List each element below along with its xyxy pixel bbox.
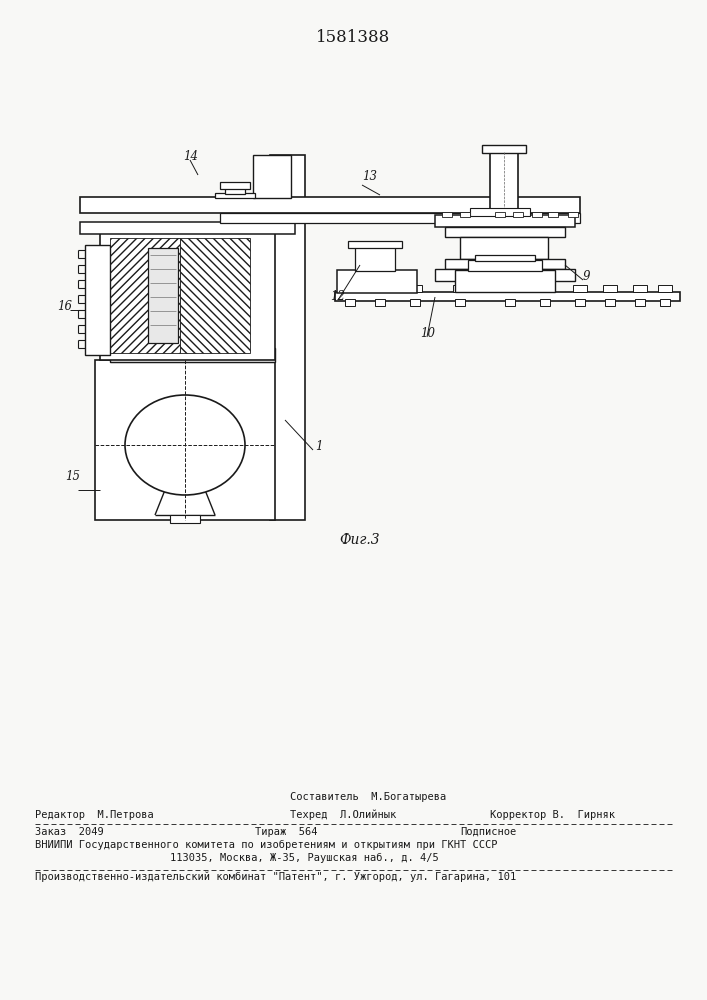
Bar [573,285,587,292]
Bar [658,285,672,292]
Text: Техред  Л.Олийнык: Техред Л.Олийнык [290,810,396,820]
Bar [460,212,470,217]
Text: Корректор В.  Гирняк: Корректор В. Гирняк [490,810,615,820]
Text: 14: 14 [183,150,198,163]
Bar [513,212,523,217]
Bar [453,285,467,292]
Bar [603,285,617,292]
Text: ВНИИПИ Государственного комитета по изобретениям и открытиям при ГКНТ СССР: ВНИИПИ Государственного комитета по изоб… [35,840,498,850]
Bar [253,155,291,198]
Bar [635,299,645,306]
Bar [482,145,526,153]
Text: 16: 16 [57,300,72,313]
Bar [110,348,275,362]
Bar [633,285,647,292]
Bar [445,259,565,269]
Text: 1581388: 1581388 [316,29,390,46]
Bar [180,238,250,353]
Bar [442,212,452,217]
Bar [348,241,402,248]
Bar [548,212,558,217]
Text: Заказ  2049: Заказ 2049 [35,827,104,837]
Ellipse shape [125,395,245,495]
Bar [605,299,615,306]
Bar [495,212,505,217]
Bar [345,299,355,306]
Bar [660,299,670,306]
Bar [373,285,387,292]
Bar [435,215,575,227]
Bar [220,182,250,189]
Bar [220,213,580,223]
Text: 13: 13 [362,170,377,183]
Bar [460,237,548,259]
Bar [337,270,417,293]
Bar [110,238,180,353]
Text: Редактор  М.Петрова: Редактор М.Петрова [35,810,153,820]
Bar [455,299,465,306]
Bar [468,260,542,271]
Text: Подписное: Подписное [460,827,516,837]
Text: 9: 9 [583,270,590,283]
Text: Тираж  564: Тираж 564 [255,827,317,837]
Bar [503,285,517,292]
Bar [335,292,680,301]
Bar [80,222,295,234]
Text: 113035, Москва, Ж-35, Раушская наб., д. 4/5: 113035, Москва, Ж-35, Раушская наб., д. … [170,853,439,863]
Bar [505,299,515,306]
Bar [445,227,565,237]
Bar [538,285,552,292]
Bar [410,299,420,306]
Bar [85,245,110,355]
Bar [575,299,585,306]
Bar [343,285,357,292]
Text: Фиг.3: Фиг.3 [339,533,380,547]
Bar [148,248,178,343]
Bar [470,208,530,216]
Bar [80,197,580,213]
Bar [100,230,275,360]
Bar [568,212,578,217]
Bar [490,150,518,295]
Bar [95,360,275,520]
Bar [270,155,305,520]
Text: Составитель  М.Богатырева: Составитель М.Богатырева [290,792,446,802]
Bar [435,269,575,281]
Text: 10: 10 [420,327,435,340]
Bar [455,270,555,292]
Bar [408,285,422,292]
Bar [225,188,245,194]
Bar [375,299,385,306]
Text: 12: 12 [330,290,345,303]
Bar [215,193,255,198]
Bar [170,515,200,523]
Text: Производственно-издательский комбинат "Патент", г. Ужгород, ул. Гагарина, 101: Производственно-издательский комбинат "П… [35,871,516,882]
Bar [475,255,535,261]
Bar [355,247,395,271]
Text: 1: 1 [315,440,322,453]
Bar [532,212,542,217]
Bar [540,299,550,306]
Text: 15: 15 [65,470,80,483]
